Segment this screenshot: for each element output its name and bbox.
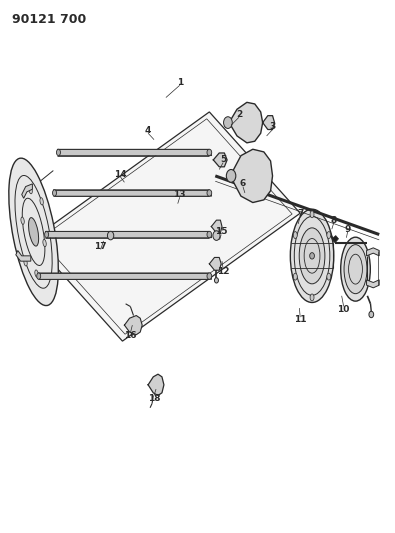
Ellipse shape (290, 209, 334, 302)
Ellipse shape (35, 270, 38, 277)
Polygon shape (22, 184, 32, 198)
Polygon shape (209, 257, 221, 270)
Ellipse shape (293, 273, 297, 280)
Ellipse shape (207, 273, 212, 279)
Polygon shape (332, 236, 339, 242)
Text: 5: 5 (220, 156, 226, 164)
Text: 4: 4 (145, 126, 151, 135)
Polygon shape (32, 112, 300, 341)
Ellipse shape (344, 245, 367, 294)
Polygon shape (16, 251, 31, 261)
Text: 13: 13 (173, 190, 186, 199)
Ellipse shape (369, 311, 374, 318)
Ellipse shape (299, 228, 325, 284)
Polygon shape (211, 220, 222, 233)
Text: 16: 16 (124, 332, 137, 340)
Ellipse shape (213, 231, 220, 240)
Ellipse shape (224, 117, 232, 128)
Ellipse shape (207, 149, 212, 156)
Ellipse shape (340, 237, 371, 301)
Ellipse shape (43, 239, 46, 247)
Polygon shape (53, 190, 212, 196)
Polygon shape (231, 149, 273, 203)
Polygon shape (124, 316, 142, 335)
Ellipse shape (310, 211, 314, 217)
Text: 7: 7 (297, 209, 303, 217)
Polygon shape (148, 374, 164, 395)
Ellipse shape (107, 231, 114, 240)
Ellipse shape (327, 273, 331, 280)
Polygon shape (45, 231, 212, 238)
Ellipse shape (207, 190, 212, 196)
Ellipse shape (327, 231, 331, 239)
Ellipse shape (310, 294, 314, 301)
Polygon shape (263, 116, 275, 130)
Ellipse shape (56, 149, 60, 156)
Ellipse shape (45, 231, 49, 238)
Ellipse shape (226, 169, 236, 182)
Text: 18: 18 (148, 394, 160, 402)
Ellipse shape (28, 217, 39, 246)
Text: 14: 14 (114, 170, 127, 179)
Text: 6: 6 (240, 180, 246, 188)
Text: 12: 12 (217, 268, 229, 276)
Polygon shape (367, 248, 379, 256)
Ellipse shape (53, 190, 56, 196)
Ellipse shape (40, 198, 43, 205)
Polygon shape (57, 149, 212, 156)
Ellipse shape (9, 158, 58, 305)
Text: 90121 700: 90121 700 (12, 13, 86, 26)
Text: 1: 1 (177, 78, 183, 87)
Ellipse shape (29, 187, 32, 194)
Text: 17: 17 (94, 243, 107, 251)
Polygon shape (367, 280, 379, 288)
Ellipse shape (310, 253, 314, 259)
Text: 10: 10 (337, 305, 350, 313)
Polygon shape (227, 102, 263, 143)
Ellipse shape (24, 259, 27, 266)
Text: 8: 8 (331, 216, 337, 224)
Polygon shape (213, 153, 227, 167)
Text: 15: 15 (215, 228, 228, 236)
Ellipse shape (214, 278, 218, 283)
Text: 11: 11 (294, 316, 307, 324)
Text: 3: 3 (269, 123, 276, 131)
Text: 9: 9 (344, 225, 351, 233)
Ellipse shape (293, 231, 297, 239)
Polygon shape (38, 273, 212, 279)
Ellipse shape (37, 273, 41, 279)
Text: 2: 2 (236, 110, 242, 119)
Ellipse shape (207, 231, 212, 238)
Ellipse shape (21, 217, 24, 224)
